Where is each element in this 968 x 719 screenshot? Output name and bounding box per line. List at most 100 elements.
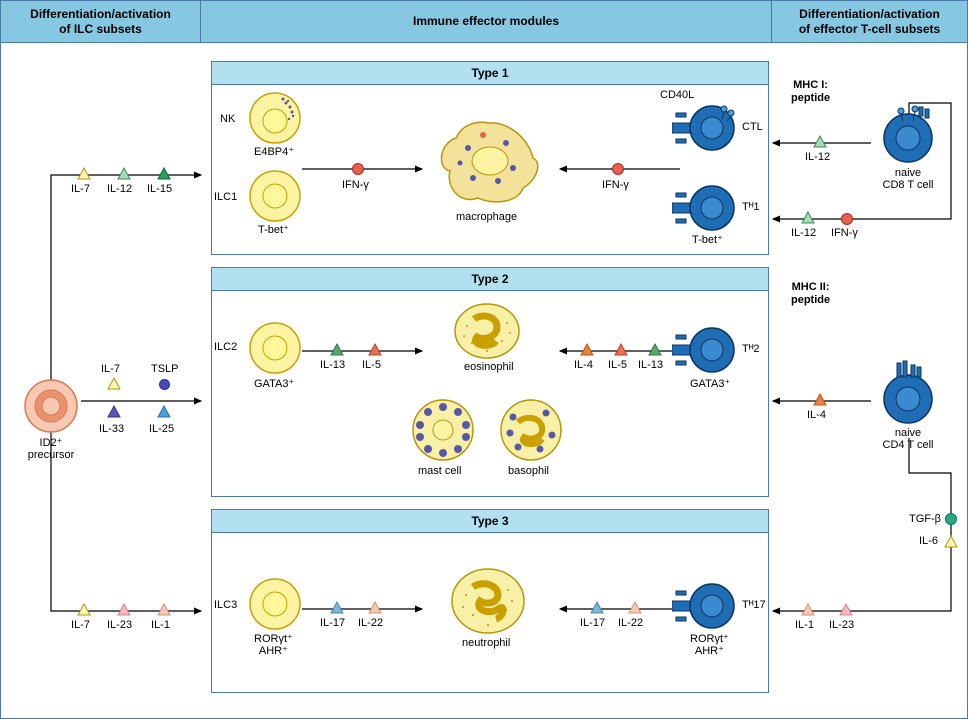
type3-content: ILC3 RORγt⁺AHR⁺ IL-17 IL-22 <box>212 533 768 691</box>
il6-tri <box>944 535 958 552</box>
mast-icon <box>410 397 476 463</box>
ifng-r <box>612 163 624 175</box>
il13-tri-r <box>648 343 662 360</box>
nk-icon <box>248 91 302 145</box>
eosinophil-lbl: eosinophil <box>464 361 514 373</box>
il4-tri-r <box>580 343 594 360</box>
ilc3-tf: RORγt⁺AHR⁺ <box>254 633 293 657</box>
th17-tf: RORγt⁺AHR⁺ <box>690 633 729 657</box>
ilc1-lbl: ILC1 <box>214 191 237 203</box>
il15-lbl: IL-15 <box>147 183 172 195</box>
ilc2-icon <box>248 321 302 375</box>
ilc1-icon <box>248 169 302 223</box>
il4-tri-th2 <box>813 393 827 410</box>
mast-lbl: mast cell <box>418 465 461 477</box>
th1-icon <box>672 181 742 235</box>
ctl-lbl: CTL <box>742 121 763 133</box>
id2-label: ID2⁺precursor <box>21 436 81 461</box>
eosinophil-icon <box>452 301 522 361</box>
neutrophil-icon <box>448 565 528 637</box>
il7-lbl-2: IL-7 <box>101 363 120 375</box>
mhc1-lbl: MHC I:peptide <box>791 79 830 105</box>
body-area: ID2⁺precursor IL-7 IL-12 IL-15 IL-7 TSLP… <box>1 43 967 719</box>
il12-lbl-th1: IL-12 <box>791 227 816 239</box>
il17-lbl-l: IL-17 <box>320 617 345 629</box>
il23-tri-1 <box>117 603 131 620</box>
il1-lbl-th17: IL-1 <box>795 619 814 631</box>
il17-tri-l <box>330 601 344 618</box>
header-center: Immune effector modules <box>201 1 772 42</box>
il33-lbl: IL-33 <box>99 423 124 435</box>
header-left: Differentiation/activationof ILC subsets <box>1 1 201 42</box>
header-left-text: Differentiation/activationof ILC subsets <box>30 7 171 36</box>
ilc3-icon <box>248 577 302 631</box>
type1-box: Type 1 NK E4BP4⁺ ILC1 <box>211 61 769 255</box>
il22-tri-r <box>628 601 642 618</box>
mhc2-lbl: MHC II:peptide <box>791 281 830 307</box>
il13-lbl-r: IL-13 <box>638 359 663 371</box>
il23-lbl-th17: IL-23 <box>829 619 854 631</box>
il12-lbl-cd8: IL-12 <box>805 151 830 163</box>
il4-lbl-th2: IL-4 <box>807 409 826 421</box>
type3-title: Type 3 <box>212 510 768 533</box>
il5-lbl-l: IL-5 <box>362 359 381 371</box>
il4-lbl-r: IL-4 <box>574 359 593 371</box>
il13-tri-l <box>330 343 344 360</box>
ilc3-lbl: ILC3 <box>214 599 237 611</box>
il12-tri-th1 <box>801 211 815 228</box>
type2-box: Type 2 ILC2 GATA3⁺ IL-13 <box>211 267 769 497</box>
tslp-circ <box>159 379 170 390</box>
macrophage-lbl: macrophage <box>456 211 517 223</box>
il5-tri-r <box>614 343 628 360</box>
ifng-l <box>352 163 364 175</box>
il5-tri-l <box>368 343 382 360</box>
il17-tri-r <box>590 601 604 618</box>
il12-tri-1 <box>117 167 131 184</box>
basophil-lbl: basophil <box>508 465 549 477</box>
th2-tf: GATA3⁺ <box>690 377 730 390</box>
precursor-icon <box>23 378 79 434</box>
th2-icon <box>672 323 742 377</box>
th2-lbl: Tᴴ2 <box>742 343 760 355</box>
th1-tf: T-bet⁺ <box>692 233 723 246</box>
il1-tri-th17 <box>801 603 815 620</box>
il23-lbl-1: IL-23 <box>107 619 132 631</box>
il7-tri-3 <box>77 603 91 620</box>
il33-tri <box>107 405 121 422</box>
il22-lbl-l: IL-22 <box>358 617 383 629</box>
naive-cd8-lbl: naiveCD8 T cell <box>877 167 939 191</box>
header-right: Differentiation/activationof effector T-… <box>772 1 967 42</box>
header-right-text: Differentiation/activationof effector T-… <box>799 7 940 36</box>
neutrophil-lbl: neutrophil <box>462 637 510 649</box>
diagram-container: Differentiation/activationof ILC subsets… <box>0 0 968 719</box>
basophil-icon <box>498 397 564 463</box>
header-center-text: Immune effector modules <box>413 14 559 28</box>
ifng-th1 <box>841 213 853 225</box>
th17-icon <box>672 579 742 633</box>
il7-tri-1 <box>77 167 91 184</box>
ilc2-lbl: ILC2 <box>214 341 237 353</box>
il23-tri-th17 <box>839 603 853 620</box>
ifng-r-lbl: IFN-γ <box>602 179 629 191</box>
type1-content: NK E4BP4⁺ ILC1 T-bet⁺ <box>212 85 768 253</box>
ifng-l-lbl: IFN-γ <box>342 179 369 191</box>
top-headers: Differentiation/activationof ILC subsets… <box>1 1 967 43</box>
naive-cd4-lbl: naiveCD4 T cell <box>877 427 939 451</box>
ifng-lbl-th1: IFN-γ <box>831 227 858 239</box>
th17-lbl: Tᴴ17 <box>742 599 766 611</box>
il1-lbl-1: IL-1 <box>151 619 170 631</box>
il22-lbl-r: IL-22 <box>618 617 643 629</box>
naive-cd4-icon <box>877 359 939 425</box>
il7-lbl-3: IL-7 <box>71 619 90 631</box>
il6-lbl: IL-6 <box>919 535 938 547</box>
cd40l-lbl: CD40L <box>660 89 694 101</box>
tslp-lbl: TSLP <box>151 363 179 375</box>
tgfb-circ <box>945 513 957 525</box>
il12-tri-cd8 <box>813 135 827 152</box>
il7-lbl-1: IL-7 <box>71 183 90 195</box>
nk-tf: E4BP4⁺ <box>254 145 294 158</box>
il1-tri-1 <box>157 603 171 620</box>
il12-lbl-1: IL-12 <box>107 183 132 195</box>
il13-lbl-l: IL-13 <box>320 359 345 371</box>
type3-box: Type 3 ILC3 RORγt⁺AHR⁺ IL-17 <box>211 509 769 693</box>
